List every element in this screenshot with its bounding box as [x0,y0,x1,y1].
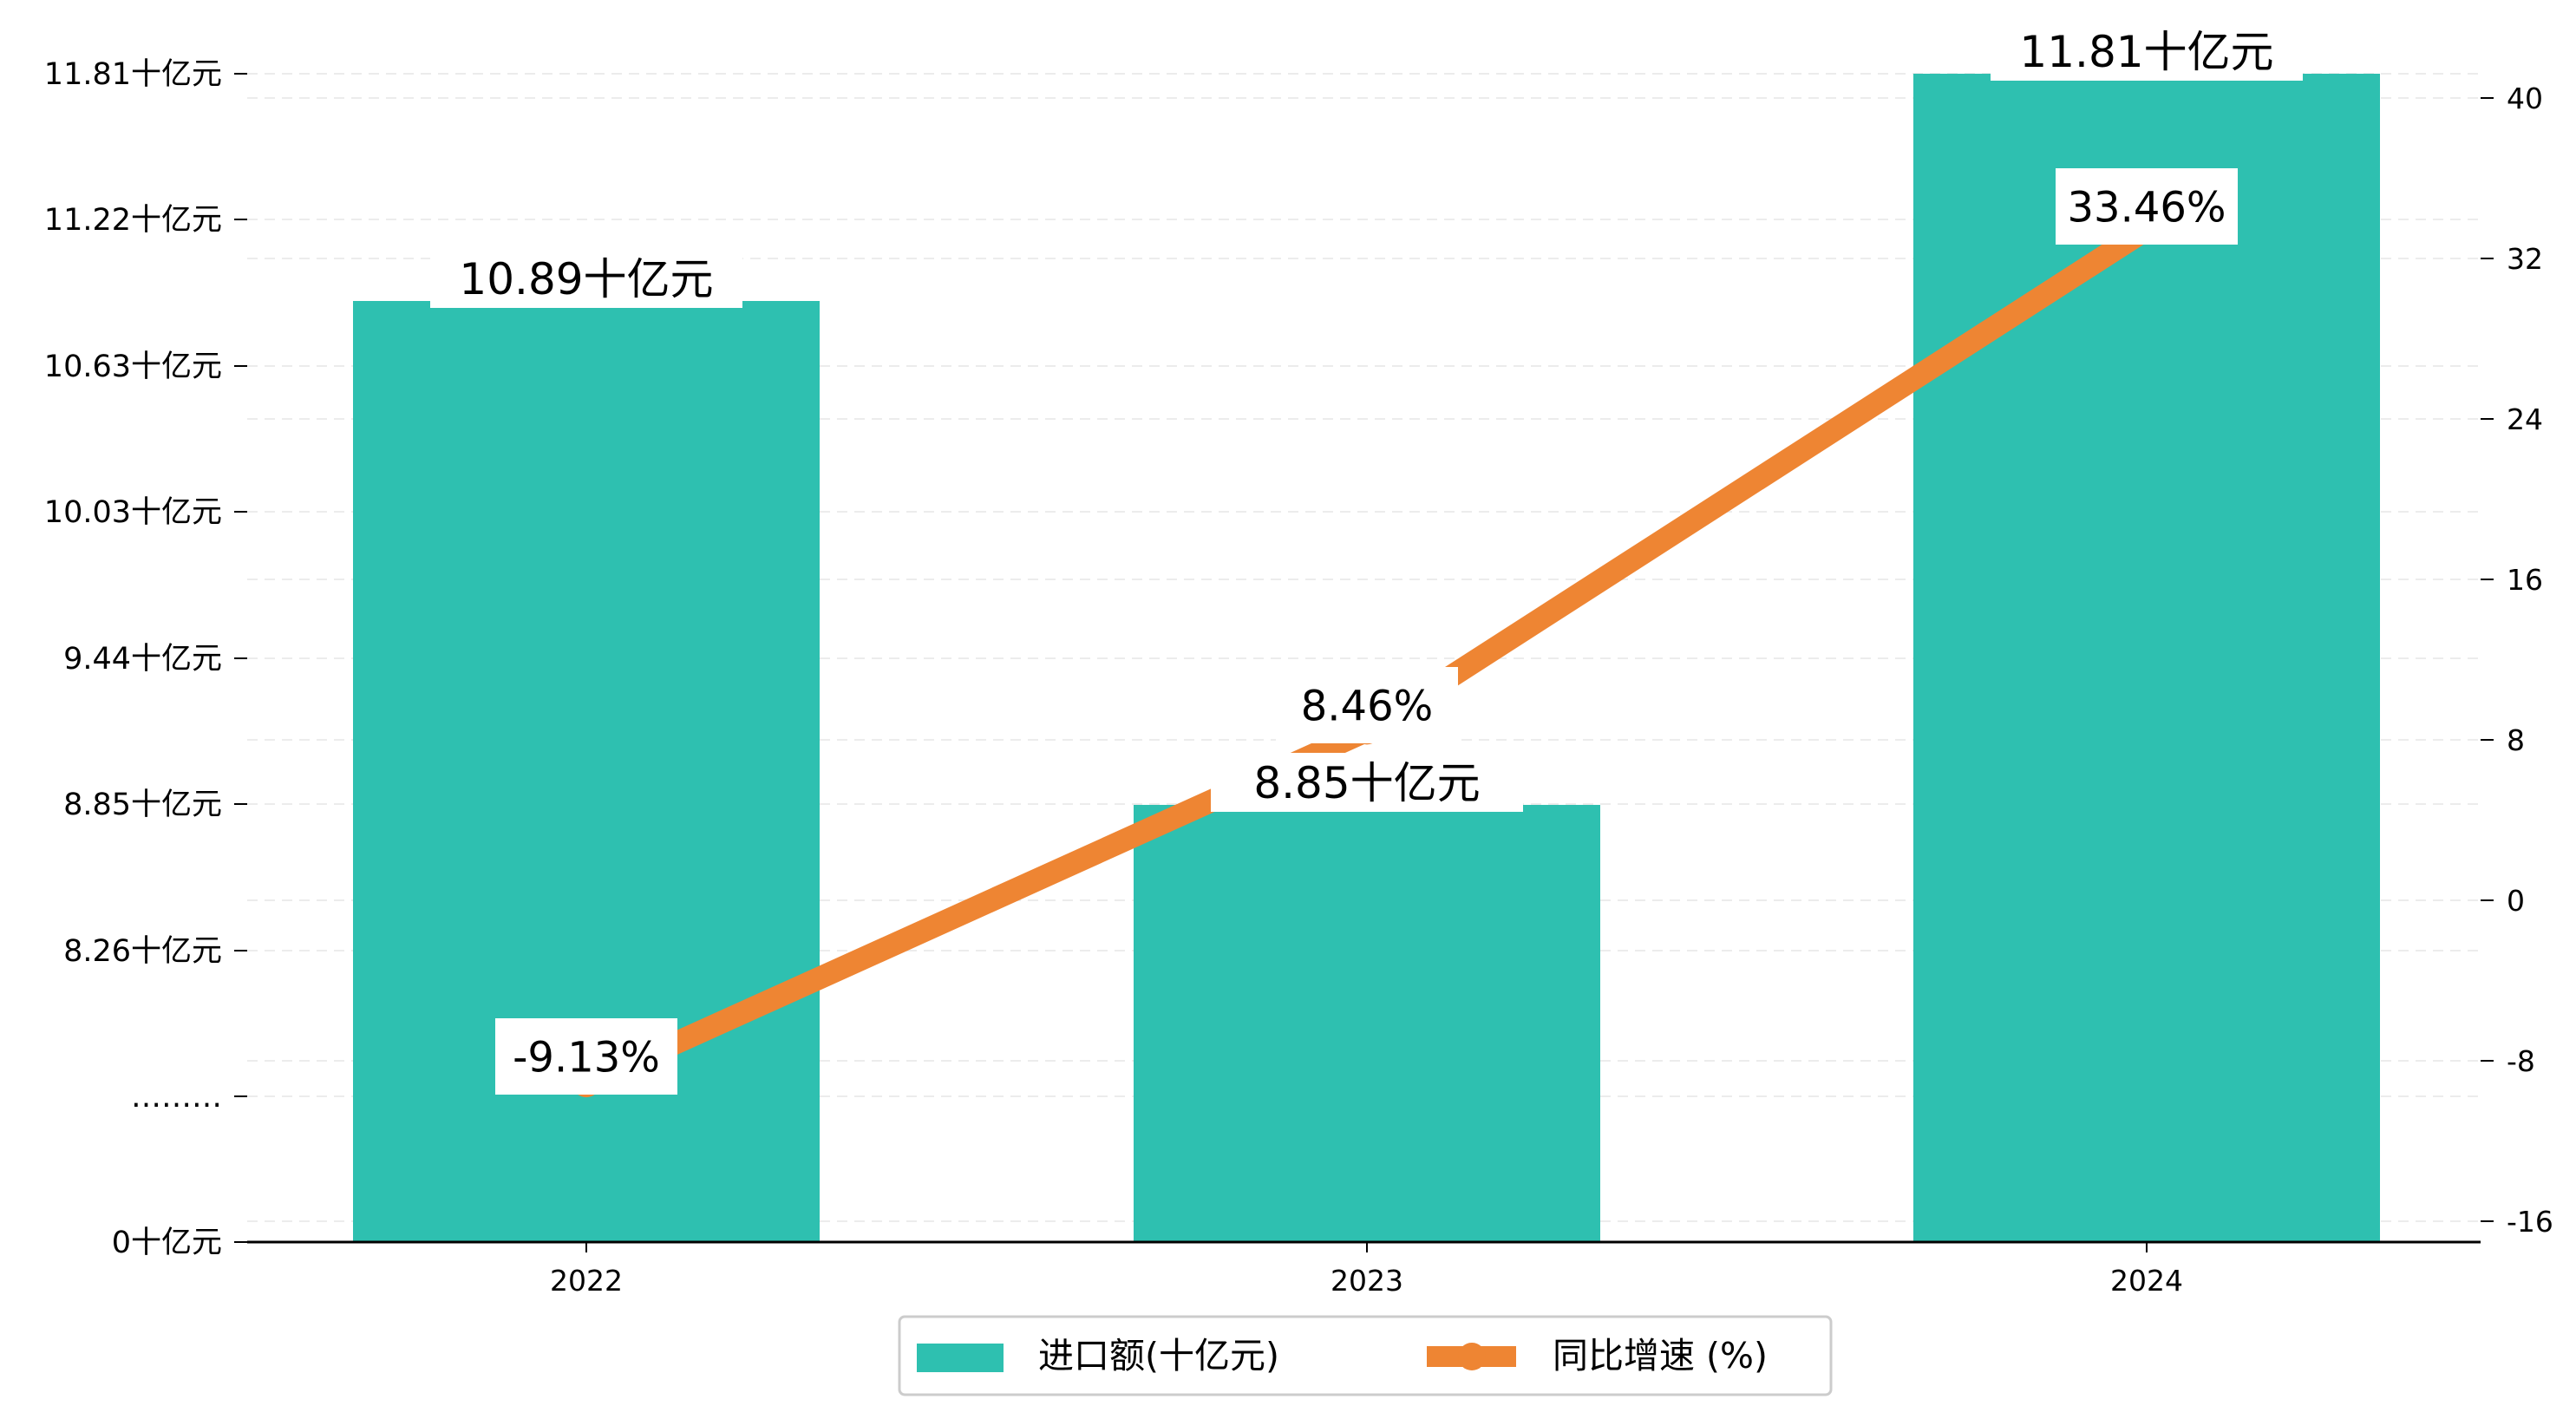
growth-value-label: -9.13% [495,1018,677,1095]
x-axis-tick-label: 2023 [1330,1264,1403,1298]
legend-line-marker [1458,1343,1486,1370]
left-axis-tick-label: 11.81十亿元 [44,57,222,92]
growth-value-label-box [2056,168,2238,245]
legend: 进口额(十亿元) 同比增速 (%) [898,1315,1833,1396]
bar-value-label-box [1211,752,1523,812]
legend-line-label: 同比增速 (%) [1553,1335,1768,1376]
left-axis-tick-label: 8.26十亿元 [63,934,222,969]
left-axis-tick-label: 10.03十亿元 [44,495,222,530]
x-axis-tick-label: 2024 [2110,1264,2183,1298]
axes: 0十亿元 ……… 8.26十亿元 8.85十亿元 9.44十亿元 10.03十亿元 10.6… [44,57,2553,1298]
bar-2023 [1134,804,1600,1242]
left-axis-tick-label: 11.22十亿元 [44,203,222,238]
bar-2022 [353,301,820,1243]
growth-value-label-box [1276,667,1458,743]
bar-value-label: 8.85十亿元 [1211,752,1523,812]
left-axis-tick-label: 8.85十亿元 [63,788,222,822]
bars [353,74,2380,1243]
bar-value-label: 10.89十亿元 [430,249,742,309]
right-axis-tick-label: -16 [2507,1205,2553,1239]
bar-value-label-text: 10.89十亿元 [459,254,713,304]
bar-value-label: 11.81十亿元 [1991,22,2303,81]
right-axis-tick-label: 32 [2507,242,2543,276]
growth-value-label-text: 8.46% [1301,682,1433,730]
left-axis-tick-label: 9.44十亿元 [63,642,222,677]
data-labels: 10.89十亿元 8.85十亿元 11.81十亿元 -9.13% 8.46% 33.46% [430,22,2303,1095]
x-axis-tick-label: 2022 [550,1264,623,1298]
growth-value-label-text: -9.13% [513,1033,660,1082]
bar-value-label-box [1991,22,2303,81]
right-axis-tick-label: 0 [2507,884,2525,918]
growth-value-label-box [495,1018,677,1095]
bar-value-label-text: 8.85十亿元 [1253,758,1480,808]
legend-box [898,1315,1833,1396]
right-axis-tick-label: 40 [2507,82,2543,115]
left-axis-tick-label: ……… [131,1080,222,1115]
left-axis-tick-label: 0十亿元 [112,1226,222,1260]
growth-value-label: 8.46% [1276,667,1458,743]
right-axis-tick-label: 8 [2507,723,2525,757]
left-axis-tick-label: 10.63十亿元 [44,350,222,384]
right-axis-tick-label: 16 [2507,563,2543,597]
legend-bar-swatch [917,1344,1004,1372]
bar-2024 [1913,74,2380,1242]
growth-value-label: 33.46% [2056,168,2238,245]
bar-value-label-text: 11.81十亿元 [2019,27,2273,77]
legend-bar-label: 进口额(十亿元) [1038,1335,1279,1376]
right-axis-tick-label: 24 [2507,402,2543,436]
right-axis-tick-label: -8 [2507,1044,2535,1078]
growth-value-label-text: 33.46% [2067,183,2226,232]
bar-value-label-box [430,249,742,309]
